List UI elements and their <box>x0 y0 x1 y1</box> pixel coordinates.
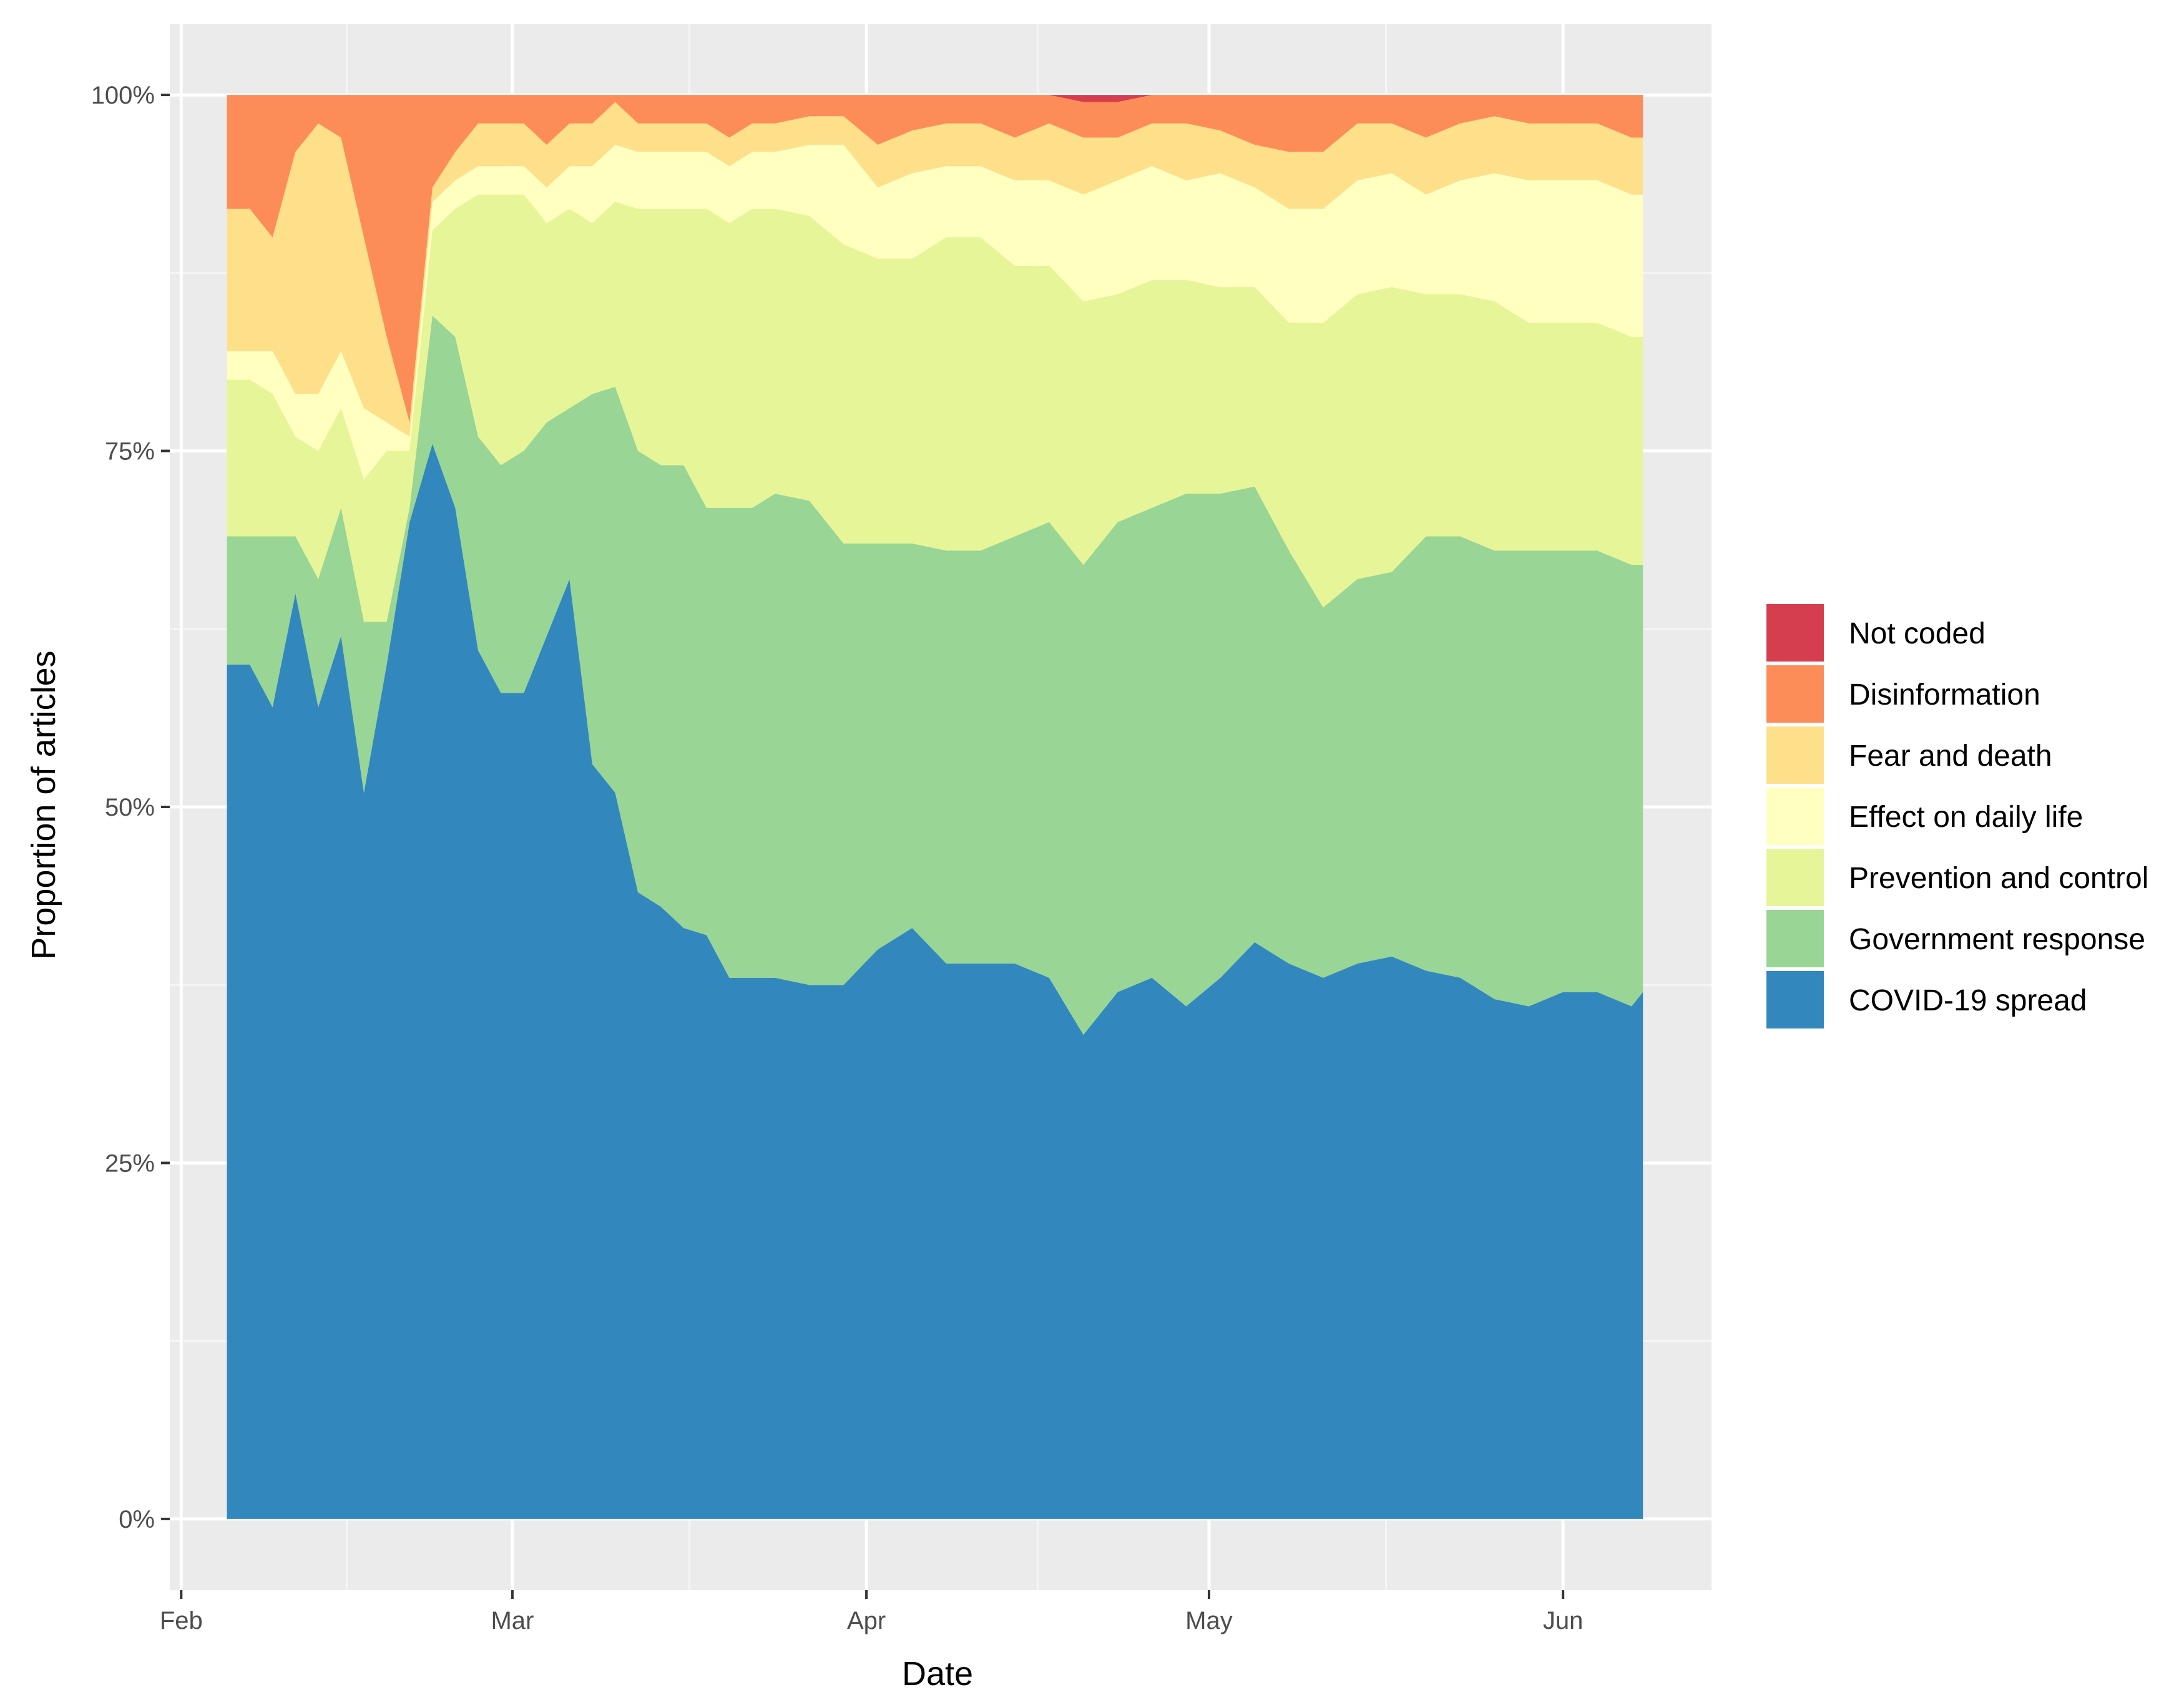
legend-key <box>1766 849 1824 906</box>
area-fear-and-death <box>227 102 1643 437</box>
y-tick-label: 100% <box>91 82 155 109</box>
legend-label: Government response <box>1849 923 2145 956</box>
legend-key <box>1766 910 1824 967</box>
x-axis: Feb Mar Apr May Jun <box>160 1590 1584 1634</box>
y-tick-label: 0% <box>119 1506 155 1533</box>
x-tick-label: Jun <box>1543 1607 1584 1634</box>
legend-label: Prevention and control <box>1849 862 2148 895</box>
x-tick-label: May <box>1185 1607 1233 1634</box>
area-disinformation <box>227 95 1643 423</box>
legend-key <box>1766 665 1824 723</box>
x-tick-label: Feb <box>160 1607 203 1634</box>
area-covid-19-spread <box>227 444 1643 1519</box>
area-layers <box>227 95 1643 1519</box>
legend-label: Not coded <box>1849 617 1986 650</box>
legend: Not coded Disinformation Fear and death Eff… <box>1766 604 2148 1028</box>
legend-key <box>1766 788 1824 845</box>
x-tick-label: Apr <box>847 1607 886 1634</box>
legend-label: Effect on daily life <box>1849 801 2083 834</box>
x-tick-label: Mar <box>491 1607 534 1634</box>
area-effect-on-daily-life <box>227 145 1643 480</box>
legend-label: Fear and death <box>1849 740 2052 773</box>
y-tick-label: 50% <box>105 794 155 821</box>
legend-key <box>1766 971 1824 1028</box>
area-government-response <box>227 315 1643 1035</box>
legend-key <box>1766 726 1824 784</box>
area-prevention-and-control <box>227 194 1643 622</box>
y-axis-title: Proportion of articles <box>25 650 62 959</box>
legend-key <box>1766 604 1824 662</box>
legend-label: COVID-19 spread <box>1849 984 2087 1017</box>
y-axis: 0% 25% 50% 75% 100% <box>91 82 170 1533</box>
y-tick-label: 75% <box>105 438 155 466</box>
y-tick-label: 25% <box>105 1150 155 1177</box>
x-axis-title: Date <box>902 1655 973 1693</box>
legend-label: Disinformation <box>1849 678 2040 711</box>
